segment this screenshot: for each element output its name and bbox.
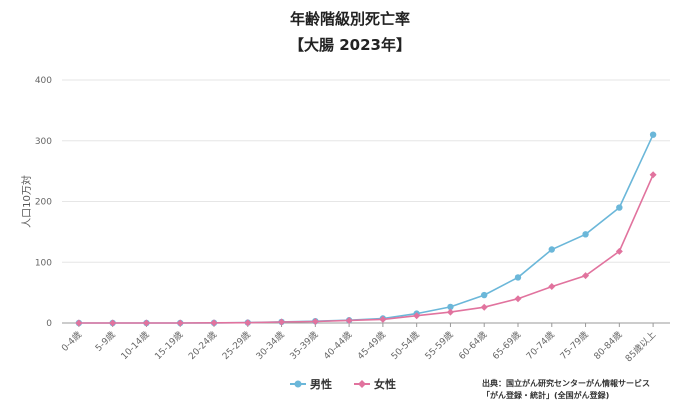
- data-point-female: [649, 171, 657, 179]
- data-point-female: [615, 247, 623, 255]
- source-note: 出典：国立がん研究センターがん情報サービス 「がん登録・統計」(全国がん登録): [482, 378, 650, 402]
- x-tick-label: 75-79歳: [557, 329, 590, 362]
- x-tick-label: 45-49歳: [355, 329, 388, 362]
- x-tick-label: 80-84歳: [591, 329, 624, 362]
- legend-item-female[interactable]: 女性: [354, 376, 396, 392]
- data-point-female: [413, 312, 421, 320]
- data-point-female: [548, 283, 556, 291]
- y-axis-label: 人口10万対: [20, 175, 33, 228]
- y-tick-label: 400: [35, 76, 52, 86]
- data-point-female: [210, 319, 218, 327]
- data-point-female: [311, 317, 319, 325]
- x-tick-label: 70-74歳: [524, 329, 557, 362]
- legend-item-male[interactable]: 男性: [290, 376, 332, 392]
- series-line-male: [78, 134, 654, 324]
- data-point-female: [75, 319, 83, 327]
- x-tick-label: 5-9歳: [93, 329, 118, 354]
- x-tick-label: 35-39歳: [287, 329, 320, 362]
- y-tick-label: 300: [35, 137, 52, 147]
- data-point-male: [582, 231, 589, 238]
- x-tick-label: 0-4歳: [59, 329, 84, 354]
- legend-marker-female-icon: [354, 380, 370, 388]
- legend-marker-male-icon: [290, 380, 306, 388]
- data-point-female: [480, 303, 488, 311]
- data-point-male: [481, 291, 488, 299]
- data-point-female: [379, 315, 387, 323]
- x-tick-label: 85歳以上: [623, 329, 659, 365]
- data-point-male: [548, 246, 555, 253]
- x-tick-label: 40-44歳: [321, 329, 354, 362]
- y-tick-label: 0: [46, 319, 52, 329]
- y-tick-label: 100: [35, 258, 52, 268]
- source-line-2: 「がん登録・統計」(全国がん登録): [482, 391, 610, 400]
- legend-label-female: 女性: [374, 378, 396, 391]
- series-line-female: [78, 174, 654, 324]
- data-point-female: [109, 319, 117, 327]
- chart-title: 年齢階級別死亡率: [289, 10, 410, 28]
- data-point-female: [345, 316, 353, 324]
- x-tick-label: 10-14歳: [118, 329, 151, 362]
- legend-label-male: 男性: [310, 378, 332, 391]
- data-point-female: [582, 272, 590, 280]
- data-point-male: [649, 131, 657, 138]
- chart-subtitle: 【大腸 2023年】: [289, 36, 411, 54]
- x-tick-label: 15-19歳: [152, 329, 185, 362]
- data-point-female: [176, 319, 184, 327]
- chart-legend: 男性 女性: [290, 376, 396, 392]
- data-point-male: [616, 204, 623, 211]
- data-point-female: [278, 318, 286, 326]
- x-tick-label: 50-54歳: [388, 329, 421, 362]
- x-tick-label: 65-69歳: [490, 329, 523, 362]
- x-tick-label: 25-29歳: [220, 329, 253, 362]
- data-point-female: [142, 319, 150, 327]
- data-point-male: [514, 274, 522, 281]
- source-line-1: 出典：国立がん研究センターがん情報サービス: [482, 379, 650, 388]
- x-tick-label: 55-59歳: [422, 329, 455, 362]
- data-point-female: [446, 308, 454, 316]
- y-tick-label: 200: [35, 198, 52, 208]
- x-tick-label: 30-34歳: [253, 329, 286, 362]
- data-point-female: [514, 295, 522, 303]
- data-point-male: [447, 303, 454, 311]
- x-tick-label: 60-64歳: [456, 329, 489, 362]
- data-point-female: [244, 319, 252, 327]
- x-tick-label: 20-24歳: [186, 329, 219, 362]
